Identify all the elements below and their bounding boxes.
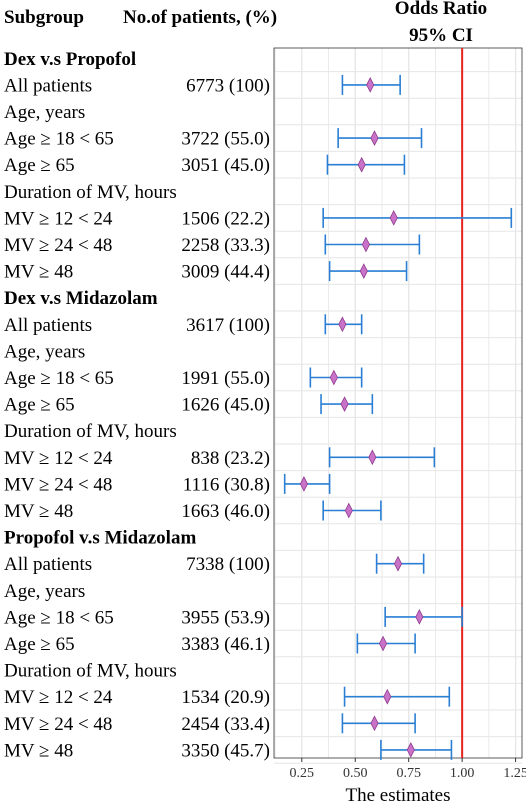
point-estimate — [357, 156, 366, 173]
row-count: 1663 (46.0) — [181, 501, 270, 522]
row-label: MV ≥ 24 < 48 — [4, 235, 112, 256]
point-estimate — [329, 369, 338, 386]
point-estimate — [340, 396, 349, 412]
plot-area: 0.25 0.50 0.75 1.00 1.25 The estimates — [273, 47, 526, 806]
row-count: 1534 (20.9) — [181, 687, 270, 708]
row-count: 1116 (30.8) — [183, 474, 270, 495]
row-label: Age ≥ 65 — [4, 634, 75, 655]
patients-header: No.of patients, (%) — [123, 7, 277, 28]
point-estimate — [368, 449, 377, 466]
row-label: All patients — [4, 554, 92, 575]
point-estimate — [361, 236, 370, 253]
row-label: All patients — [4, 75, 92, 96]
row-count: 6773 (100) — [186, 75, 270, 96]
row-label: Age ≥ 18 < 65 — [4, 129, 114, 150]
row-label: MV ≥ 12 < 24 — [4, 687, 113, 708]
subgroup-header: Subgroup — [4, 7, 84, 28]
subgroup-heading: Duration of MV, hours — [4, 421, 177, 442]
x-axis-label: The estimates — [346, 785, 451, 806]
row-count: 1626 (45.0) — [181, 395, 270, 416]
plot-background — [274, 48, 522, 758]
x-tick-label: 1.25 — [503, 766, 526, 781]
point-estimate — [370, 715, 379, 732]
subgroup-rows: Dex v.s Propofol All patients 6773 (100) Ag… — [4, 49, 270, 762]
row-label: MV ≥ 48 — [4, 262, 73, 283]
row-count: 2258 (33.3) — [181, 235, 270, 256]
point-estimate — [378, 635, 388, 652]
row-count: 2454 (33.4) — [181, 714, 270, 735]
point-estimate — [344, 502, 353, 519]
row-count: 1506 (22.2) — [181, 208, 270, 229]
subgroup-heading: Age, years — [4, 341, 85, 362]
table-header: Subgroup No.of patients, (%) Odds Ratio … — [4, 0, 487, 46]
odds-ratio-header: Odds Ratio — [395, 0, 487, 19]
row-count: 3722 (55.0) — [181, 129, 270, 150]
row-label: MV ≥ 12 < 24 — [4, 448, 113, 469]
row-count: 3955 (53.9) — [181, 607, 270, 628]
row-label: MV ≥ 12 < 24 — [4, 208, 113, 229]
point-estimate — [389, 210, 398, 226]
row-count: 7338 (100) — [186, 554, 270, 575]
group-heading: Propofol v.s Midazolam — [4, 528, 196, 549]
plot-border — [273, 47, 523, 759]
row-count: 3350 (45.7) — [181, 740, 270, 761]
row-label: All patients — [4, 315, 92, 336]
row-count: 3383 (46.1) — [181, 634, 270, 655]
row-label: MV ≥ 48 — [4, 501, 73, 522]
row-label: Age ≥ 18 < 65 — [4, 368, 114, 389]
subgroup-heading: Duration of MV, hours — [4, 182, 177, 203]
x-tick-label: 0.50 — [343, 766, 368, 781]
x-tick-label: 1.00 — [450, 766, 475, 781]
ci-header: 95% CI — [409, 25, 473, 46]
point-estimate — [383, 688, 392, 705]
row-label: Age ≥ 65 — [4, 395, 75, 416]
row-label: MV ≥ 48 — [4, 740, 73, 761]
subgroup-heading: Age, years — [4, 102, 85, 123]
row-label: Age ≥ 18 < 65 — [4, 607, 114, 628]
row-label: MV ≥ 24 < 48 — [4, 714, 112, 735]
row-label: MV ≥ 24 < 48 — [4, 474, 112, 495]
point-estimate — [415, 609, 424, 625]
point-estimate — [393, 555, 403, 572]
row-count: 1991 (55.0) — [181, 368, 270, 389]
row-count: 838 (23.2) — [191, 448, 270, 469]
point-estimate — [366, 77, 375, 93]
group-heading: Dex v.s Midazolam — [4, 288, 158, 309]
point-estimate — [406, 742, 415, 758]
point-estimate — [370, 130, 379, 146]
row-count: 3617 (100) — [186, 315, 270, 336]
point-estimate — [299, 476, 308, 492]
point-estimate — [338, 316, 347, 333]
point-estimate — [359, 263, 368, 279]
subgroup-heading: Duration of MV, hours — [4, 661, 177, 682]
subgroup-heading: Age, years — [4, 581, 85, 602]
row-count: 3051 (45.0) — [181, 155, 270, 176]
row-label: Age ≥ 65 — [4, 155, 75, 176]
row-count: 3009 (44.4) — [181, 262, 270, 283]
x-tick-label: 0.25 — [290, 766, 315, 781]
group-heading: Dex v.s Propofol — [4, 49, 136, 70]
x-tick-label: 0.75 — [396, 766, 421, 781]
